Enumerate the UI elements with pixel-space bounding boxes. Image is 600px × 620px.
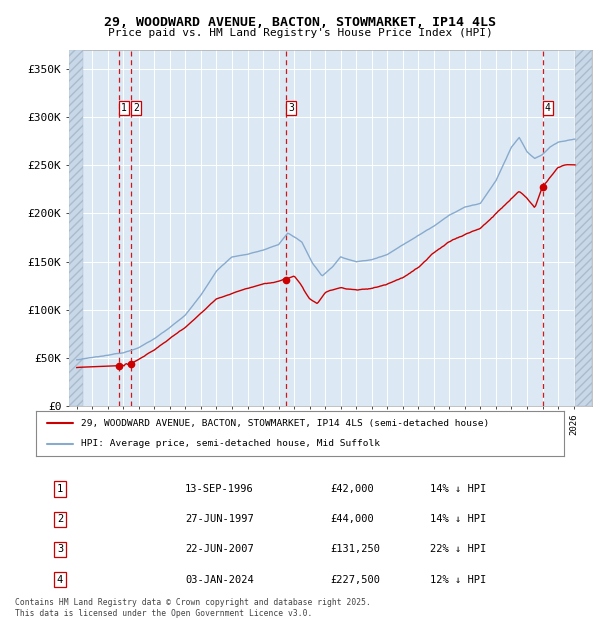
Text: Contains HM Land Registry data © Crown copyright and database right 2025.
This d: Contains HM Land Registry data © Crown c… (15, 598, 371, 618)
Text: 29, WOODWARD AVENUE, BACTON, STOWMARKET, IP14 4LS: 29, WOODWARD AVENUE, BACTON, STOWMARKET,… (104, 16, 496, 29)
Text: £227,500: £227,500 (330, 575, 380, 585)
Text: £42,000: £42,000 (330, 484, 374, 494)
Text: 2: 2 (133, 104, 139, 113)
Text: 2: 2 (57, 514, 63, 525)
Bar (575, 50, 592, 406)
Text: £131,250: £131,250 (330, 544, 380, 554)
Bar (69, 50, 83, 406)
Text: 13-SEP-1996: 13-SEP-1996 (185, 484, 254, 494)
Text: £44,000: £44,000 (330, 514, 374, 525)
Text: HPI: Average price, semi-detached house, Mid Suffolk: HPI: Average price, semi-detached house,… (81, 439, 380, 448)
Text: 3: 3 (57, 544, 63, 554)
Text: 27-JUN-1997: 27-JUN-1997 (185, 514, 254, 525)
Text: 22% ↓ HPI: 22% ↓ HPI (430, 544, 486, 554)
Text: 4: 4 (57, 575, 63, 585)
Text: 14% ↓ HPI: 14% ↓ HPI (430, 514, 486, 525)
Text: 1: 1 (121, 104, 127, 113)
Text: 4: 4 (545, 104, 551, 113)
Text: Price paid vs. HM Land Registry's House Price Index (HPI): Price paid vs. HM Land Registry's House … (107, 28, 493, 38)
Text: 22-JUN-2007: 22-JUN-2007 (185, 544, 254, 554)
Text: 29, WOODWARD AVENUE, BACTON, STOWMARKET, IP14 4LS (semi-detached house): 29, WOODWARD AVENUE, BACTON, STOWMARKET,… (81, 418, 489, 428)
Text: 12% ↓ HPI: 12% ↓ HPI (430, 575, 486, 585)
Text: 03-JAN-2024: 03-JAN-2024 (185, 575, 254, 585)
Text: 14% ↓ HPI: 14% ↓ HPI (430, 484, 486, 494)
Text: 1: 1 (57, 484, 63, 494)
Text: 3: 3 (288, 104, 294, 113)
